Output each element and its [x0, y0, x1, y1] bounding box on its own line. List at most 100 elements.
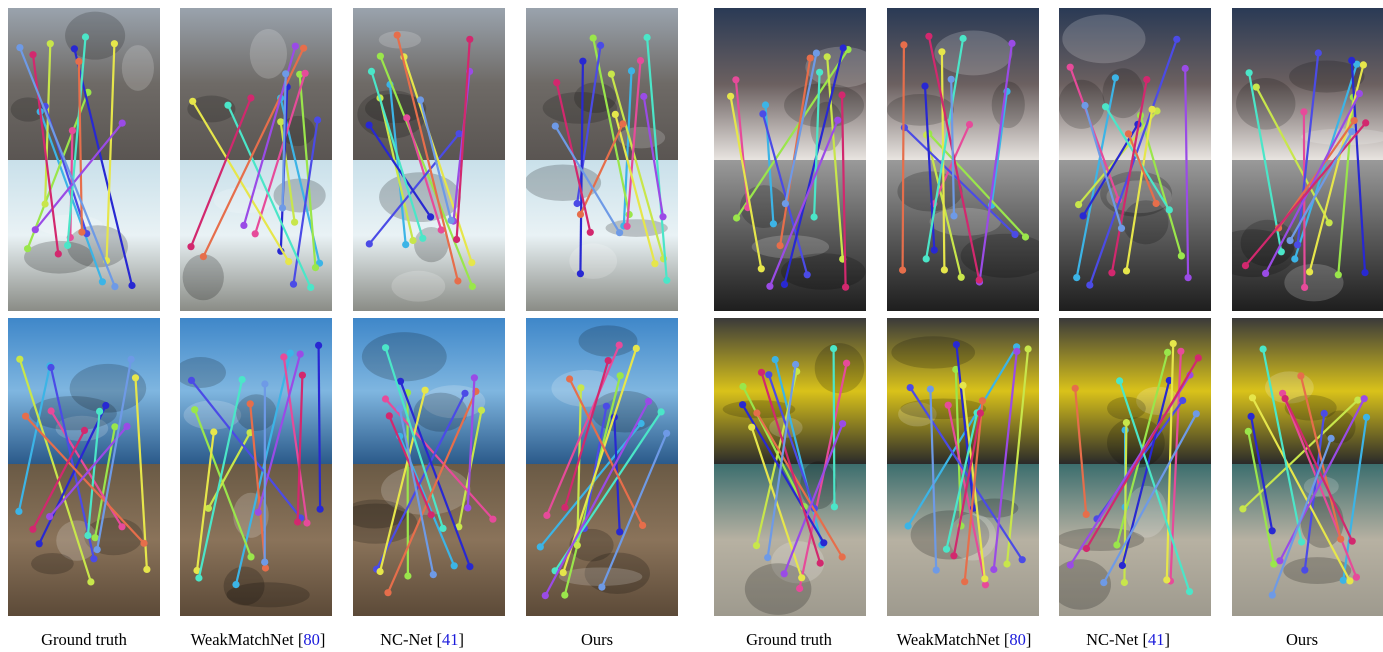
keypoint-dot: [1353, 60, 1361, 68]
keypoint-dot: [419, 234, 427, 242]
panel-image: [353, 8, 505, 311]
keypoint-dot: [1359, 61, 1367, 69]
match-line: [1271, 438, 1333, 596]
match-panel-yellow-motorbike-and-rider: [1059, 318, 1211, 616]
keypoint-dot: [246, 400, 254, 408]
keypoint-dot: [1262, 269, 1270, 277]
keypoint-dot: [950, 212, 958, 220]
caption-ours-right: Ours: [1285, 630, 1319, 649]
match-line: [579, 123, 624, 215]
keypoint-dot: [839, 420, 847, 428]
keypoint-dot: [1346, 577, 1354, 585]
match-line: [31, 54, 60, 255]
match-line: [44, 43, 52, 205]
keypoint-dot: [470, 374, 478, 382]
scene-shape: [569, 243, 618, 279]
keypoint-dot: [812, 49, 820, 57]
keypoint-dot: [31, 226, 39, 234]
keypoint-dot: [551, 122, 559, 130]
match-line: [296, 375, 304, 523]
keypoint-dot: [759, 110, 767, 118]
keypoint-dot: [1075, 201, 1083, 209]
panel-image: [526, 8, 678, 311]
panel-image: [887, 8, 1039, 311]
keypoint-dot: [1003, 560, 1011, 568]
keypoint-dot: [35, 540, 43, 548]
keypoint-dot: [573, 541, 581, 549]
keypoint-dot: [753, 409, 761, 417]
keypoint-dot: [576, 270, 584, 278]
keypoint-dot: [450, 562, 458, 570]
keypoint-dot: [1081, 101, 1089, 110]
keypoint-dot: [416, 96, 425, 104]
keypoint-dot: [1177, 252, 1185, 260]
keypoint-dot: [111, 283, 119, 291]
match-line: [783, 423, 844, 575]
keypoint-dot: [439, 524, 447, 532]
keypoint-dot: [409, 236, 417, 245]
keypoint-dot: [651, 260, 659, 268]
match-line: [978, 43, 1014, 283]
scene-shape: [960, 233, 1039, 278]
match-line: [545, 344, 621, 516]
keypoint-dot: [1277, 248, 1285, 256]
keypoint-dot: [806, 54, 814, 62]
scene-shape: [1122, 200, 1169, 245]
citation-link[interactable]: 41: [441, 630, 459, 649]
keypoint-dot: [589, 34, 597, 42]
scene-shape: [223, 566, 265, 606]
keypoint-dot: [1124, 130, 1133, 138]
keypoint-dot: [940, 266, 948, 274]
match-line: [378, 97, 415, 241]
match-line: [1250, 416, 1274, 531]
keypoint-dot: [1185, 588, 1194, 596]
match-line: [568, 378, 644, 526]
keypoint-dot: [1148, 105, 1156, 113]
keypoint-dot: [1354, 396, 1362, 404]
match-line: [1296, 52, 1320, 245]
citation-link[interactable]: 41: [1147, 630, 1165, 649]
keypoint-dot: [926, 385, 934, 393]
keypoint-dot: [46, 40, 54, 48]
match-line: [18, 47, 116, 288]
keypoint-dot: [1314, 49, 1322, 57]
keypoint-dot: [111, 423, 119, 431]
keypoint-dot: [1337, 535, 1345, 543]
match-line: [945, 412, 979, 550]
keypoint-dot: [559, 569, 567, 577]
match-line: [49, 367, 95, 560]
keypoint-dot: [280, 353, 288, 361]
keypoint-dot: [957, 273, 965, 281]
keypoint-dot: [127, 355, 135, 363]
keypoint-dot: [975, 276, 983, 284]
keypoint-dot: [553, 79, 561, 87]
keypoint-dot: [1239, 505, 1247, 513]
panel-image: [526, 318, 678, 616]
keypoint-dot: [29, 51, 37, 59]
keypoint-dot: [311, 264, 320, 272]
citation-link[interactable]: 80: [303, 630, 320, 649]
keypoint-dot: [195, 574, 203, 582]
keypoint-dot: [1327, 434, 1335, 442]
keypoint-dot: [78, 228, 86, 236]
keypoint-dot: [489, 515, 497, 523]
keypoint-dot: [447, 216, 455, 224]
caption-ground-truth-left: Ground truth: [41, 630, 127, 649]
keypoint-dot: [616, 372, 624, 380]
keypoint-dot: [294, 518, 302, 526]
citation-link[interactable]: 80: [1009, 630, 1026, 649]
match-line: [66, 36, 87, 246]
scene-shape: [751, 235, 830, 259]
match-line: [562, 348, 638, 573]
match-line: [622, 70, 633, 227]
keypoint-dot: [1301, 283, 1309, 291]
keypoint-dot: [247, 94, 255, 102]
scene-shape: [898, 402, 937, 427]
keypoint-dot: [46, 513, 54, 521]
keypoint-dot: [300, 44, 308, 52]
keypoint-dot: [22, 412, 30, 420]
match-line: [646, 37, 668, 281]
keypoint-dot: [1281, 395, 1289, 403]
keypoint-dot: [468, 282, 476, 291]
match-line: [742, 386, 806, 508]
